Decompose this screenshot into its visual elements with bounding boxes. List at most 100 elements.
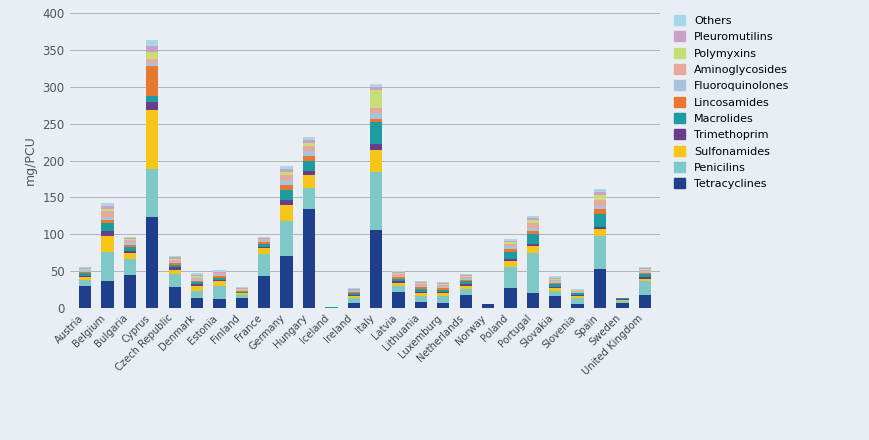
Bar	[572, 298, 584, 304]
Bar	[393, 277, 405, 279]
Bar	[437, 286, 449, 288]
Bar	[79, 277, 91, 280]
Bar	[258, 254, 270, 276]
Bar	[303, 140, 315, 143]
Bar	[639, 271, 651, 273]
Bar	[393, 286, 405, 292]
Bar	[258, 241, 270, 242]
Bar	[504, 259, 517, 261]
Bar	[639, 277, 651, 279]
Bar	[437, 303, 449, 308]
Bar	[303, 156, 315, 161]
Bar	[572, 290, 584, 291]
Bar	[549, 278, 561, 279]
Bar	[123, 242, 136, 245]
Bar	[191, 278, 203, 279]
Bar	[169, 256, 181, 257]
Bar	[415, 287, 427, 289]
Bar	[102, 231, 114, 236]
Bar	[235, 287, 248, 288]
Bar	[303, 137, 315, 140]
Bar	[146, 96, 158, 102]
Bar	[572, 293, 584, 296]
Bar	[281, 172, 293, 175]
Bar	[504, 241, 517, 242]
Bar	[639, 269, 651, 270]
Bar	[213, 276, 226, 278]
Bar	[549, 276, 561, 278]
Bar	[169, 264, 181, 268]
Bar	[415, 286, 427, 287]
Bar	[370, 108, 382, 114]
Y-axis label: mg/PCU: mg/PCU	[23, 136, 36, 186]
Bar	[370, 114, 382, 119]
Bar	[437, 284, 449, 285]
Bar	[191, 281, 203, 282]
Bar	[639, 267, 651, 268]
Bar	[191, 282, 203, 284]
Bar	[348, 289, 360, 290]
Bar	[348, 291, 360, 292]
Bar	[303, 143, 315, 146]
Bar	[370, 122, 382, 144]
Bar	[79, 270, 91, 271]
Bar	[213, 275, 226, 276]
Bar	[549, 291, 561, 296]
Bar	[549, 279, 561, 280]
Bar	[527, 218, 539, 220]
Bar	[281, 221, 293, 257]
Bar	[169, 270, 181, 274]
Bar	[146, 46, 158, 51]
Bar	[213, 299, 226, 308]
Bar	[235, 295, 248, 298]
Bar	[213, 271, 226, 272]
Bar	[235, 291, 248, 292]
Bar	[146, 169, 158, 217]
Bar	[370, 144, 382, 150]
Bar	[303, 188, 315, 209]
Legend: Others, Pleuromutilins, Polymyxins, Aminoglycosides, Fluoroquinolones, Lincosami: Others, Pleuromutilins, Polymyxins, Amin…	[672, 13, 792, 191]
Bar	[594, 236, 607, 269]
Bar	[393, 271, 405, 272]
Bar	[527, 246, 539, 253]
Bar	[504, 246, 517, 249]
Bar	[146, 217, 158, 308]
Bar	[639, 279, 651, 282]
Bar	[527, 293, 539, 308]
Bar	[235, 290, 248, 291]
Bar	[527, 244, 539, 246]
Bar	[235, 293, 248, 295]
Bar	[213, 282, 226, 286]
Bar	[415, 296, 427, 302]
Bar	[235, 288, 248, 289]
Bar	[549, 286, 561, 288]
Bar	[437, 293, 449, 296]
Bar	[504, 249, 517, 252]
Bar	[258, 248, 270, 254]
Bar	[504, 288, 517, 308]
Bar	[348, 290, 360, 291]
Bar	[123, 247, 136, 250]
Bar	[235, 292, 248, 293]
Bar	[527, 253, 539, 293]
Bar	[281, 205, 293, 221]
Bar	[191, 284, 203, 286]
Bar	[549, 280, 561, 282]
Bar	[616, 298, 628, 299]
Bar	[482, 304, 494, 308]
Bar	[594, 189, 607, 192]
Bar	[191, 279, 203, 281]
Bar	[258, 238, 270, 239]
Bar	[146, 102, 158, 110]
Bar	[235, 289, 248, 290]
Bar	[281, 180, 293, 185]
Bar	[504, 244, 517, 246]
Bar	[191, 298, 203, 308]
Bar	[281, 190, 293, 200]
Bar	[258, 239, 270, 241]
Bar	[258, 247, 270, 248]
Bar	[393, 283, 405, 286]
Bar	[169, 263, 181, 264]
Bar	[191, 276, 203, 278]
Bar	[393, 275, 405, 277]
